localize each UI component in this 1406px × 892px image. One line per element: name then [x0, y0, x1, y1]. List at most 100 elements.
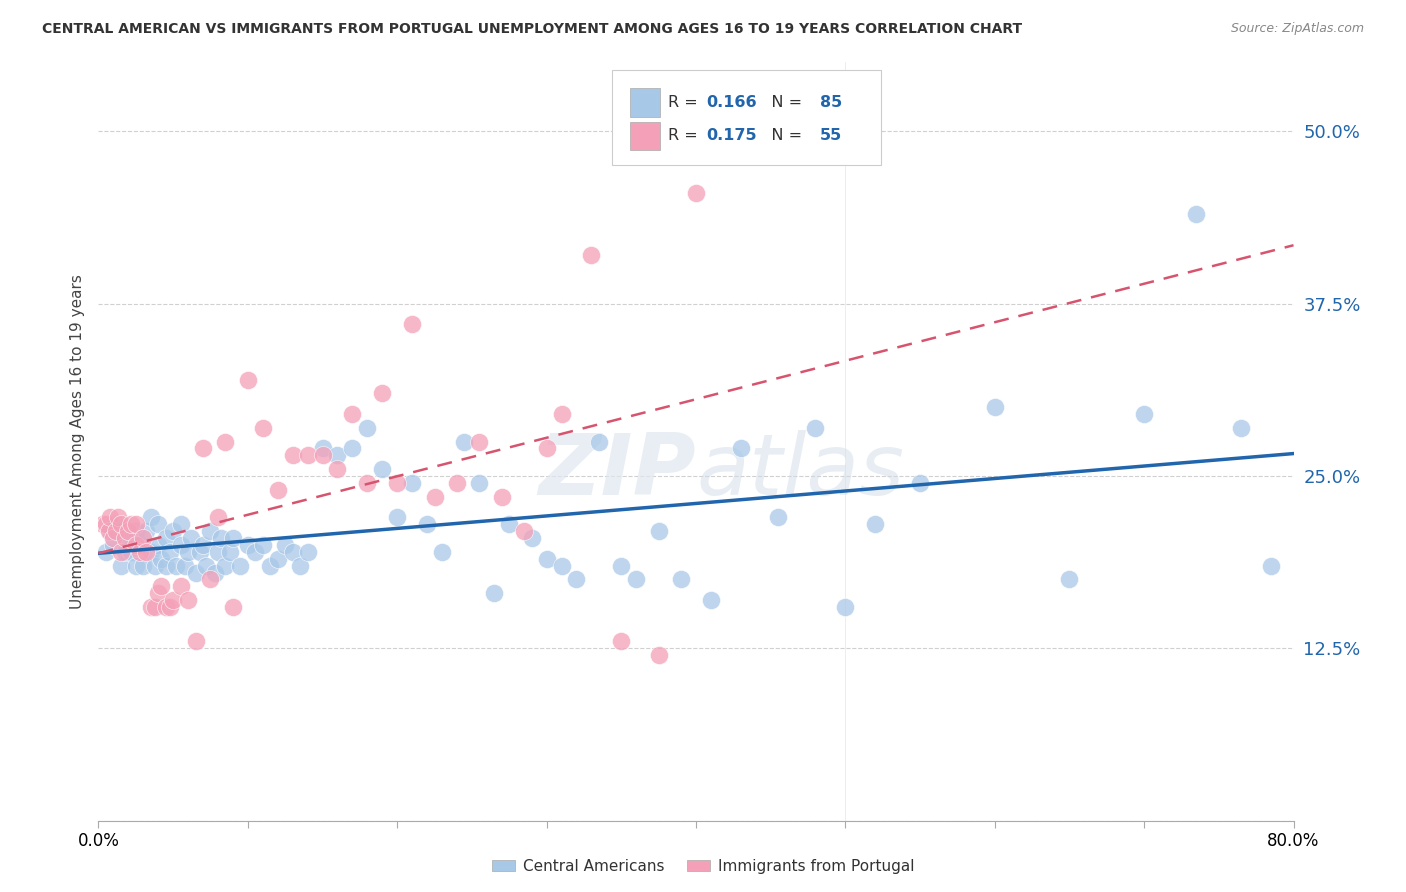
Point — [103, 531, 125, 545]
Point — [259, 558, 281, 573]
Point — [267, 483, 290, 497]
Point — [1230, 421, 1253, 435]
Point — [195, 558, 218, 573]
Point — [236, 538, 259, 552]
Point — [150, 579, 173, 593]
Point — [114, 545, 136, 559]
Point — [326, 448, 349, 462]
Point — [139, 545, 162, 559]
Point — [1260, 558, 1282, 573]
Point — [169, 517, 191, 532]
Text: Source: ZipAtlas.com: Source: ZipAtlas.com — [1230, 22, 1364, 36]
Point — [139, 599, 162, 614]
Point — [188, 545, 211, 559]
Point — [143, 599, 166, 614]
Point — [110, 545, 132, 559]
Point — [143, 558, 166, 573]
Point — [274, 538, 297, 552]
Point — [148, 517, 170, 532]
Point — [148, 586, 170, 600]
Point — [125, 517, 148, 532]
Point — [669, 573, 692, 587]
Point — [110, 558, 132, 573]
FancyBboxPatch shape — [613, 70, 882, 165]
Point — [804, 421, 827, 435]
Text: 55: 55 — [820, 128, 842, 144]
Point — [647, 524, 669, 538]
Point — [129, 538, 152, 552]
Point — [588, 434, 610, 449]
Point — [150, 551, 173, 566]
Point — [177, 545, 200, 559]
Point — [200, 573, 222, 587]
Point — [908, 475, 931, 490]
FancyBboxPatch shape — [630, 88, 661, 117]
Point — [245, 545, 267, 559]
Point — [222, 531, 245, 545]
Point — [107, 510, 129, 524]
Point — [401, 475, 423, 490]
Point — [132, 558, 155, 573]
Point — [356, 421, 378, 435]
Point — [281, 448, 304, 462]
Point — [610, 558, 633, 573]
Point — [125, 524, 148, 538]
Point — [252, 421, 274, 435]
Point — [252, 538, 274, 552]
Point — [125, 558, 148, 573]
Text: 0.166: 0.166 — [707, 95, 758, 110]
Point — [401, 318, 423, 332]
Point — [984, 400, 1007, 414]
Text: 0.175: 0.175 — [707, 128, 758, 144]
Point — [1185, 207, 1208, 221]
Point — [342, 442, 364, 456]
Point — [520, 531, 543, 545]
Point — [700, 593, 723, 607]
Point — [484, 586, 506, 600]
Point — [209, 531, 232, 545]
Point — [120, 517, 142, 532]
Text: N =: N = — [756, 95, 807, 110]
Point — [148, 538, 170, 552]
Point — [94, 517, 117, 532]
FancyBboxPatch shape — [630, 121, 661, 151]
Point — [139, 510, 162, 524]
Point — [385, 510, 409, 524]
Point — [311, 442, 333, 456]
Point — [446, 475, 468, 490]
Point — [162, 593, 184, 607]
Point — [536, 442, 558, 456]
Point — [326, 462, 349, 476]
Point — [120, 545, 142, 559]
Point — [97, 524, 120, 538]
Point — [730, 442, 752, 456]
Legend: Central Americans, Immigrants from Portugal: Central Americans, Immigrants from Portu… — [486, 853, 920, 880]
Point — [371, 462, 394, 476]
Point — [98, 524, 122, 538]
Point — [550, 407, 572, 421]
Point — [169, 579, 191, 593]
Point — [117, 531, 139, 545]
Point — [191, 442, 214, 456]
Point — [647, 648, 669, 663]
Text: R =: R = — [668, 128, 703, 144]
Point — [105, 517, 128, 532]
Point — [288, 558, 311, 573]
Point — [214, 434, 236, 449]
Point — [91, 517, 114, 532]
Y-axis label: Unemployment Among Ages 16 to 19 years: Unemployment Among Ages 16 to 19 years — [69, 274, 84, 609]
Point — [385, 475, 409, 490]
Point — [581, 248, 603, 262]
Point — [498, 517, 520, 532]
Point — [132, 531, 155, 545]
Point — [685, 186, 707, 201]
Point — [610, 634, 633, 648]
Point — [468, 434, 491, 449]
Point — [565, 573, 588, 587]
Text: ZIP: ZIP — [538, 430, 696, 514]
Point — [236, 372, 259, 386]
Point — [180, 531, 202, 545]
Point — [297, 545, 319, 559]
Point — [453, 434, 475, 449]
Text: N =: N = — [756, 128, 807, 144]
